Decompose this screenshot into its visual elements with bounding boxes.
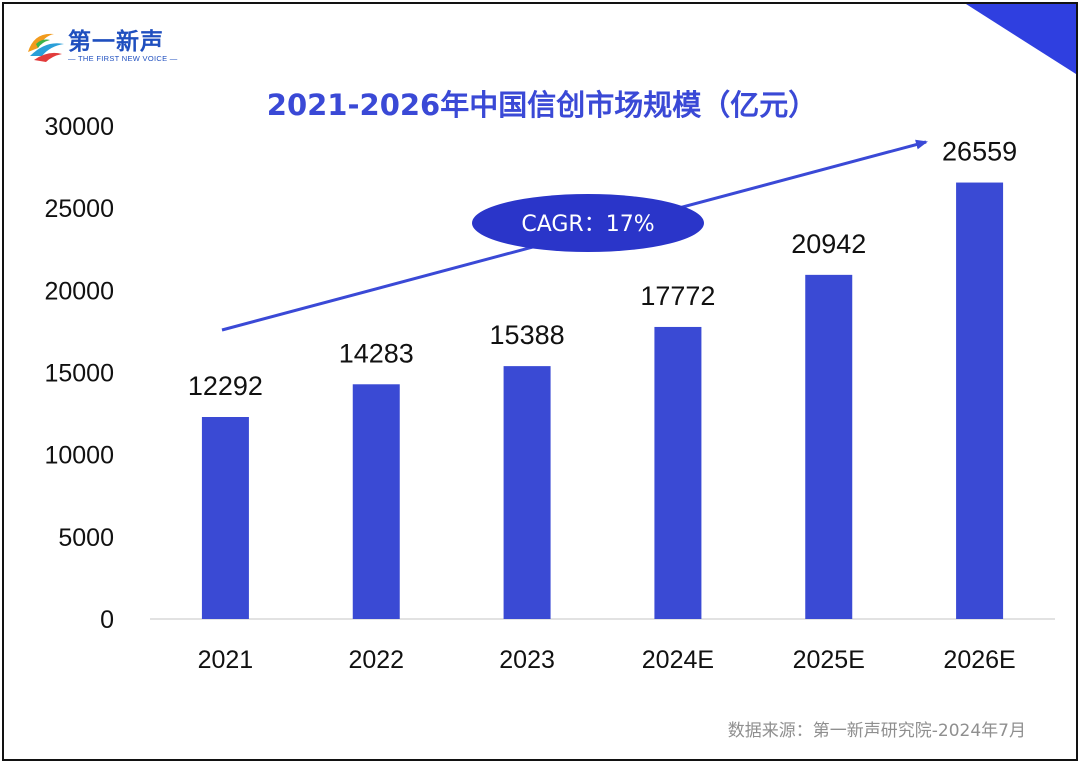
data-label: 15388 [490, 320, 565, 350]
y-tick-label: 10000 [44, 442, 114, 470]
data-labels: 12292 14283 15388 17772 20942 26559 [188, 137, 1017, 401]
bar [201, 417, 249, 619]
cagr-label: CAGR：17% [521, 212, 654, 237]
y-tick-label: 5000 [58, 524, 114, 552]
x-tick-label: 2023 [499, 646, 555, 674]
data-label: 20942 [791, 229, 866, 259]
logo-tagline: — THE FIRST NEW VOICE — [68, 54, 178, 63]
x-tick-label: 2024E [642, 646, 714, 674]
data-label: 26559 [942, 137, 1017, 167]
logo: 第一新声 — THE FIRST NEW VOICE — [24, 22, 194, 70]
bar [503, 366, 551, 619]
y-tick-label: 20000 [44, 277, 114, 305]
data-label: 14283 [339, 338, 414, 368]
cagr-badge [472, 194, 704, 252]
chart-title: 2021-2026年中国信创市场规模（亿元） [266, 88, 818, 122]
y-tick-label: 15000 [44, 360, 114, 388]
x-axis: 2021 2022 2023 2024E 2025E 2026E [198, 646, 1016, 674]
logo-name: 第一新声 [68, 29, 164, 55]
x-tick-label: 2025E [793, 646, 865, 674]
source-note: 数据来源：第一新声研究院-2024年7月 [727, 721, 1026, 741]
y-axis: 0 5000 10000 15000 20000 25000 30000 [44, 113, 114, 634]
bars [201, 182, 1004, 619]
x-tick-label: 2022 [348, 646, 404, 674]
logo-icon [28, 33, 64, 62]
data-label: 12292 [188, 371, 263, 401]
x-tick-label: 2026E [943, 646, 1015, 674]
cagr-annotation: CAGR：17% [221, 139, 928, 332]
bar [352, 384, 400, 619]
y-tick-label: 25000 [44, 195, 114, 223]
bar [956, 182, 1004, 619]
y-tick-label: 30000 [44, 113, 114, 141]
corner-decoration [966, 4, 1076, 74]
x-tick-label: 2021 [198, 646, 254, 674]
bar [805, 274, 853, 619]
data-label: 17772 [640, 281, 715, 311]
bar [654, 326, 702, 619]
y-tick-label: 0 [100, 606, 114, 634]
